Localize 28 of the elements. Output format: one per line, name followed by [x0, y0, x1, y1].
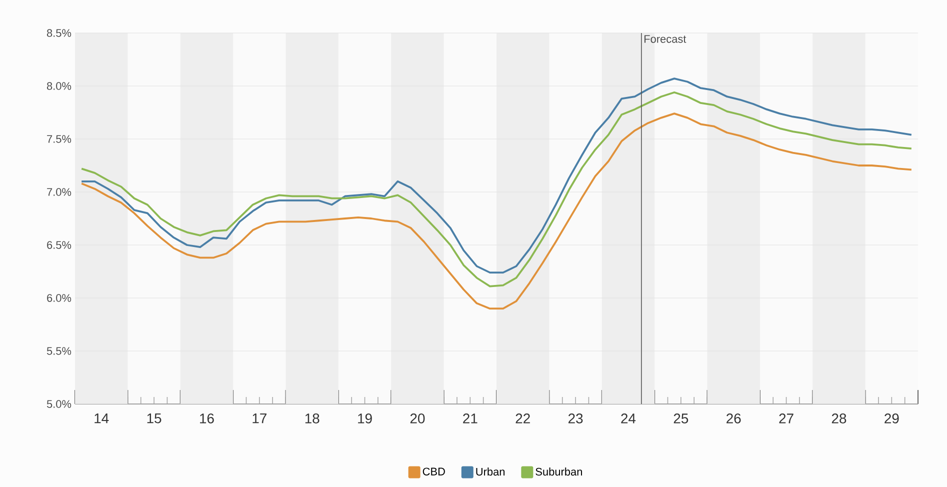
- x-tick-label: 28: [832, 414, 846, 424]
- x-tick-label: 22: [516, 414, 530, 424]
- y-tick-label: 8.0%: [46, 82, 72, 90]
- x-tick-label: 23: [568, 414, 583, 424]
- legend-label: CBD: [422, 468, 445, 476]
- x-tick-label: 14: [94, 414, 109, 424]
- y-tick-label: 5.0%: [46, 400, 72, 408]
- y-tick-label: 6.0%: [47, 294, 72, 302]
- x-tick-label: 21: [463, 414, 478, 424]
- y-tick-label: 7.5%: [47, 135, 72, 143]
- y-tick-label: 5.5%: [46, 347, 72, 355]
- x-tick-label: 26: [726, 414, 741, 424]
- x-tick-label: 27: [779, 414, 794, 424]
- x-tick-label: 29: [884, 414, 899, 424]
- legend-label: Suburban: [536, 468, 582, 476]
- y-tick-label: 8.5%: [46, 29, 72, 37]
- x-tick-label: 16: [200, 414, 214, 424]
- x-tick-label: 15: [147, 414, 162, 424]
- x-tick-label: 24: [621, 414, 636, 424]
- legend-label: Urban: [476, 468, 505, 476]
- ref-line-label: Forecast: [644, 35, 686, 43]
- x-tick-label: 18: [305, 414, 320, 424]
- y-tick-label: 6.5%: [47, 241, 72, 249]
- x-tick-label: 20: [410, 414, 425, 424]
- x-tick-label: 19: [358, 414, 372, 424]
- x-tick-label: 25: [674, 414, 688, 424]
- x-tick-label: 17: [252, 414, 266, 424]
- y-tick-label: 7.0%: [47, 188, 72, 196]
